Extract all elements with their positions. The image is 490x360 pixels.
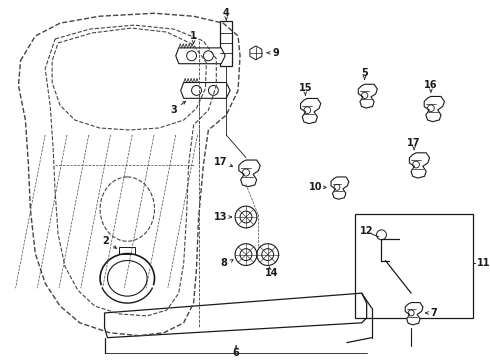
Text: 1: 1 <box>190 31 197 41</box>
Polygon shape <box>409 153 430 178</box>
Text: 15: 15 <box>298 84 312 94</box>
Text: 6: 6 <box>233 347 240 357</box>
Polygon shape <box>331 177 349 199</box>
Bar <box>220 21 232 66</box>
Text: 3: 3 <box>171 105 177 115</box>
Text: 17: 17 <box>214 157 227 167</box>
Text: 14: 14 <box>265 269 278 278</box>
Text: 17: 17 <box>407 138 421 148</box>
Text: 11: 11 <box>477 258 490 269</box>
Text: 12: 12 <box>360 226 373 236</box>
Polygon shape <box>239 160 260 187</box>
Bar <box>355 214 473 318</box>
Text: 4: 4 <box>223 8 230 18</box>
Polygon shape <box>181 82 230 98</box>
Text: 10: 10 <box>309 182 322 192</box>
Text: 5: 5 <box>361 68 368 78</box>
Polygon shape <box>424 96 444 122</box>
Text: 13: 13 <box>214 212 227 222</box>
Polygon shape <box>300 98 321 123</box>
Text: 9: 9 <box>272 48 279 58</box>
Text: 16: 16 <box>424 81 438 90</box>
Text: 7: 7 <box>431 308 437 318</box>
Text: 2: 2 <box>102 236 109 246</box>
Polygon shape <box>104 293 367 338</box>
Polygon shape <box>358 84 377 108</box>
Text: 8: 8 <box>221 258 228 269</box>
Polygon shape <box>405 302 423 325</box>
Polygon shape <box>176 48 225 64</box>
